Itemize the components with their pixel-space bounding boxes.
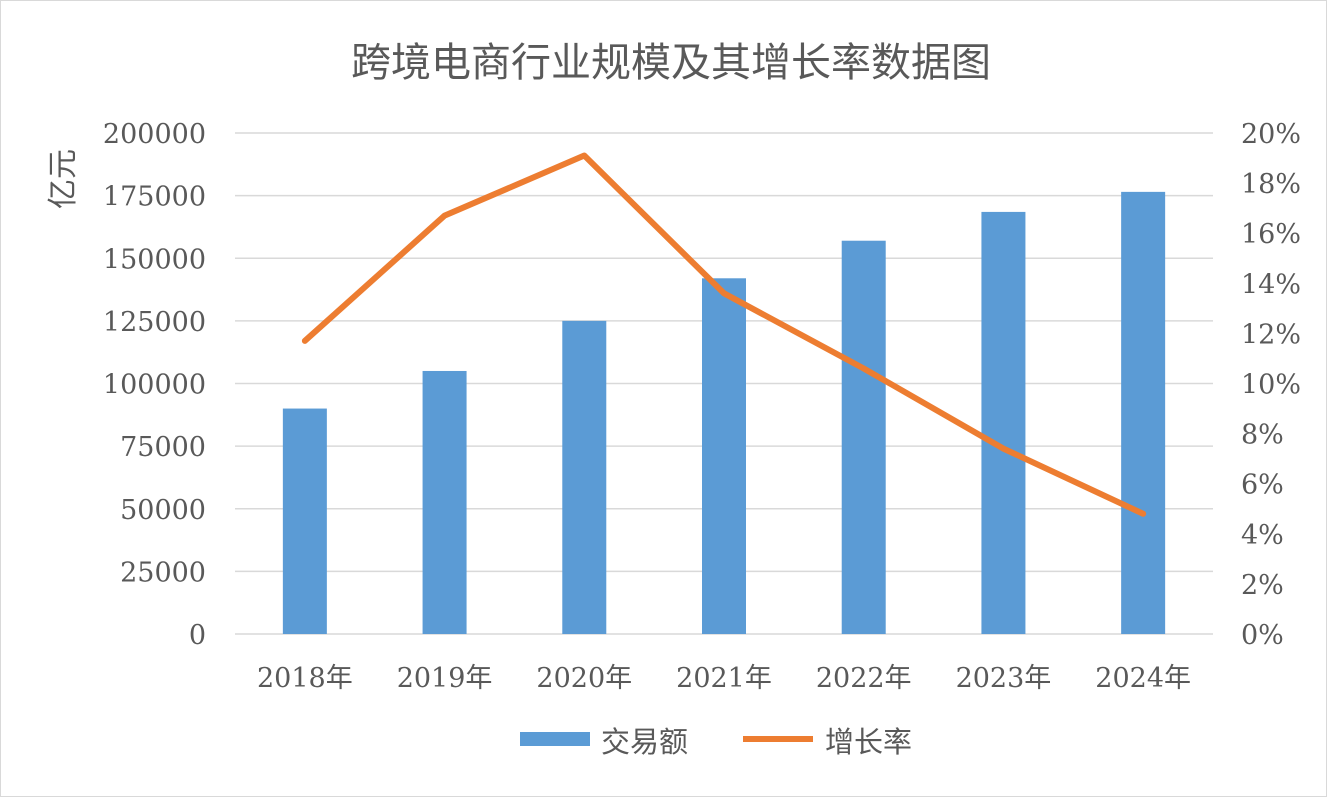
y2-tick-label: 10% bbox=[1241, 370, 1301, 401]
y-tick-label: 175000 bbox=[103, 182, 206, 213]
y-tick-label: 0 bbox=[189, 620, 206, 651]
y2-tick-label: 8% bbox=[1241, 420, 1284, 451]
y-tick-label: 25000 bbox=[120, 557, 206, 588]
x-tick-label: 2021年 bbox=[676, 663, 772, 694]
y2-tick-label: 14% bbox=[1241, 269, 1301, 300]
x-axis: 2018年 2019年 2020年 2021年 2022年 2023年 2024年 bbox=[257, 663, 1191, 694]
y-tick-label: 100000 bbox=[103, 370, 206, 401]
legend: 交易额 增长率 bbox=[520, 725, 912, 759]
y2-tick-label: 0% bbox=[1241, 620, 1284, 651]
y2-tick-label: 6% bbox=[1241, 470, 1284, 501]
y2-tick-label: 2% bbox=[1241, 570, 1284, 601]
bar bbox=[423, 371, 467, 634]
bar bbox=[283, 409, 327, 634]
x-tick-label: 2024年 bbox=[1095, 663, 1191, 694]
y2-tick-label: 18% bbox=[1241, 169, 1301, 200]
x-tick-label: 2022年 bbox=[816, 663, 912, 694]
bar bbox=[981, 212, 1025, 634]
legend-label-line: 增长率 bbox=[825, 725, 912, 759]
x-tick-label: 2020年 bbox=[536, 663, 632, 694]
bar bbox=[1121, 192, 1165, 634]
y2-tick-label: 20% bbox=[1241, 119, 1301, 150]
y-axis-right: 0% 2% 4% 6% 8% 10% 12% 14% 16% 18% 20% bbox=[1241, 119, 1301, 651]
y-tick-label: 125000 bbox=[103, 307, 206, 338]
legend-label-bar: 交易额 bbox=[601, 725, 688, 759]
bar bbox=[562, 321, 606, 634]
y2-tick-label: 16% bbox=[1241, 219, 1301, 250]
x-tick-label: 2019年 bbox=[397, 663, 493, 694]
y2-tick-label: 12% bbox=[1241, 319, 1301, 350]
x-tick-label: 2018年 bbox=[257, 663, 353, 694]
bar bbox=[842, 241, 886, 634]
y-axis-left: 0 25000 50000 75000 100000 125000 150000 175000… bbox=[103, 119, 206, 651]
y-tick-label: 200000 bbox=[103, 119, 206, 150]
y2-tick-label: 4% bbox=[1241, 520, 1284, 551]
legend-swatch-bar bbox=[520, 732, 590, 746]
y-tick-label: 150000 bbox=[103, 244, 206, 275]
y-tick-label: 75000 bbox=[120, 432, 206, 463]
y-tick-label: 50000 bbox=[120, 495, 206, 526]
x-tick-label: 2023年 bbox=[956, 663, 1052, 694]
chart-title: 跨境电商行业规模及其增长率数据图 bbox=[351, 40, 991, 86]
bar bbox=[702, 278, 746, 634]
y-axis-label: 亿元 bbox=[46, 149, 81, 209]
